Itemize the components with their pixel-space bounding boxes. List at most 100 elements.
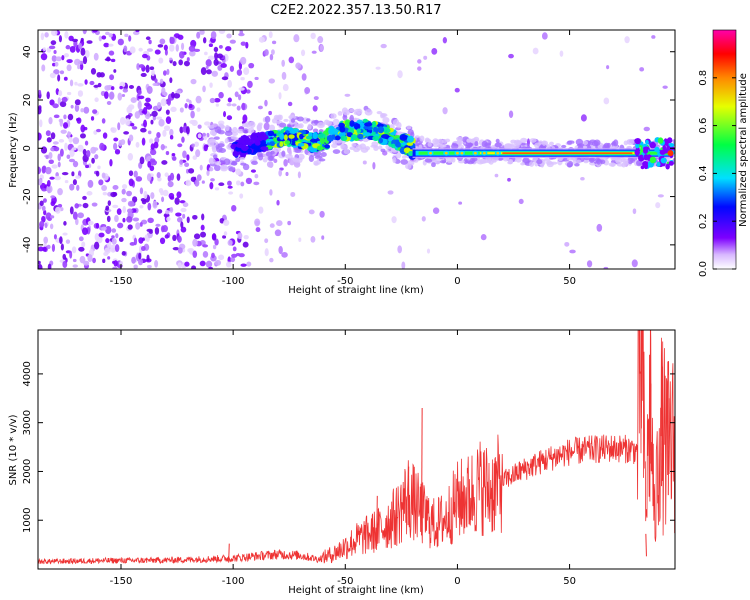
colorbar: 0.0 0.2 0.4 0.6 0.8 Normalized spectral ampl… [698, 29, 749, 277]
spectrogram-noise-speck [51, 164, 58, 169]
spectrogram-noise-speck [247, 80, 253, 89]
spectrogram-noise-speck [46, 179, 51, 187]
spectrogram-end-blob [634, 149, 640, 156]
spectrogram-noise-speck [105, 238, 110, 244]
spectrogram-noise-speck [151, 69, 155, 77]
spectrogram-end-blob [635, 142, 640, 149]
spectrogram-noise-speck [210, 31, 217, 40]
spectrogram-noise-speck [258, 36, 265, 43]
spectrogram-noise-speck [91, 157, 95, 164]
spectrogram-noise-speck [223, 219, 230, 226]
spectrogram-band-halo [466, 138, 472, 143]
spectrogram-noise-speck [397, 70, 403, 79]
spectrogram-noise-speck [97, 165, 101, 170]
spectrogram-marks [38, 30, 675, 269]
spectrogram-noise-speck [218, 45, 223, 49]
spectrogram-noise-speck [58, 118, 64, 123]
spectrogram-noise-speck [49, 72, 56, 79]
spectrogram-core-blob [371, 131, 376, 136]
spectrogram-core-blob [319, 136, 326, 145]
spectrogram-noise-speck [208, 266, 213, 269]
spectrogram-noise-speck [319, 210, 325, 218]
spectrogram-noise-speck [44, 32, 49, 38]
spectrogram-noise-speck [113, 137, 119, 142]
spectrogram-noise-speck [128, 178, 134, 187]
spectrogram-noise-speck [53, 114, 60, 119]
spectrogram-noise-speck [197, 133, 202, 139]
spectrogram-band-halo [364, 146, 371, 151]
spectrogram-noise-speck [207, 55, 215, 60]
spectrogram-band-halo [214, 126, 222, 134]
spectrogram-core-blob [328, 127, 335, 135]
spectrogram-noise-speck [83, 106, 90, 114]
colorbar-tick-label: 0.6 [698, 118, 709, 134]
spectrogram-core-blob [349, 120, 355, 127]
spectrogram-noise-speck [68, 136, 73, 143]
spectrogram-noise-speck [518, 198, 524, 205]
spectrogram-noise-speck [186, 98, 190, 103]
spectrogram-band-halo [513, 139, 522, 146]
spectrogram-noise-speck [109, 91, 115, 100]
spectrogram-noise-speck [214, 259, 222, 266]
spectrogram-noise-speck [165, 209, 170, 215]
spectrogram-noise-speck [80, 124, 86, 133]
spectrogram-band-halo [610, 142, 616, 146]
spectrogram-noise-speck [308, 209, 315, 215]
spectrogram-core-blob [357, 133, 364, 140]
spectrogram-noise-speck [83, 126, 88, 131]
spectrogram-noise-speck [128, 170, 134, 177]
spectrogram-noise-speck [119, 85, 123, 90]
spectrogram-noise-speck [127, 200, 135, 207]
spectrogram-band-halo [471, 157, 478, 162]
spectrogram-noise-speck [239, 56, 247, 65]
spectrogram-noise-speck [72, 258, 77, 263]
spectrogram-band-halo [353, 111, 361, 116]
spectrogram-core-blob [408, 150, 414, 157]
spectrogram-noise-speck [38, 132, 42, 141]
spectrogram-noise-speck [442, 37, 448, 44]
spectrogram-band-halo [476, 159, 485, 165]
spectrogram-noise-speck [209, 82, 213, 88]
spectrogram-noise-speck [107, 256, 111, 260]
spectrogram-noise-speck [72, 137, 80, 145]
spectrogram-noise-speck [281, 251, 288, 258]
spectrogram-noise-speck [212, 244, 217, 250]
spectrogram-end-blob [660, 157, 667, 164]
spectrogram-noise-speck [199, 30, 205, 35]
spectrogram-noise-speck [50, 200, 56, 207]
spectrogram-noise-speck [397, 245, 403, 254]
spectrogram-noise-speck [179, 107, 184, 113]
spectrogram-noise-speck [139, 205, 144, 209]
spectrogram-noise-speck [243, 67, 250, 75]
spectrogram-noise-speck [42, 198, 47, 203]
spectrogram-noise-speck [278, 169, 282, 177]
spectrogram-noise-speck [93, 241, 100, 250]
spectrogram-noise-speck [273, 158, 278, 164]
spectrogram-noise-speck [214, 52, 219, 60]
spectrogram-noise-speck [372, 162, 376, 170]
spectrogram-noise-speck [195, 95, 202, 104]
spectrogram-noise-speck [52, 141, 59, 145]
spectrogram-noise-speck [264, 248, 269, 257]
spectrogram-band-halo [437, 138, 444, 145]
spectrogram-band-halo [242, 163, 250, 171]
spectrogram-noise-speck [51, 243, 56, 252]
spectrogram-band-halo [616, 163, 624, 167]
spectrogram-noise-speck [281, 71, 287, 80]
spectrogram-core-blob [279, 141, 284, 147]
spectrogram-band-halo [306, 118, 311, 122]
spectrogram-noise-speck [127, 152, 134, 161]
spectrogram-noise-speck [268, 31, 273, 39]
spectrogram-noise-speck [54, 61, 59, 67]
spectrogram-band-halo [456, 136, 463, 141]
snr-x-tick-label: -150 [110, 576, 133, 587]
spectrogram-noise-speck [77, 64, 81, 70]
colorbar-tick-label: 0.8 [698, 70, 709, 86]
spectrogram-noise-speck [50, 40, 57, 46]
spectrogram-noise-speck [160, 143, 165, 151]
spectrogram-noise-speck [218, 91, 224, 99]
spectrogram-noise-speck [281, 59, 285, 67]
spectrogram-noise-speck [240, 41, 247, 46]
spectrogram-noise-speck [276, 199, 280, 206]
spectrogram-noise-speck [139, 156, 145, 165]
